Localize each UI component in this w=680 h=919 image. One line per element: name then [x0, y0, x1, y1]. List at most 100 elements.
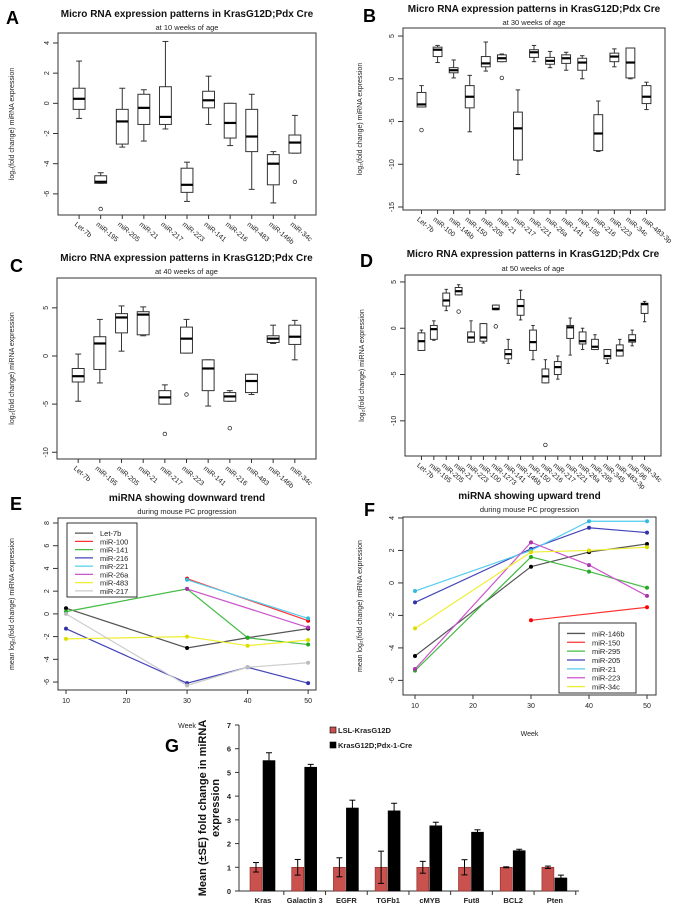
panel-letter: D	[360, 251, 373, 271]
data-point	[185, 645, 190, 650]
box-miR-26a: miR-26a	[576, 327, 601, 485]
y-tick-label: 0	[44, 101, 51, 105]
box-miR-100: miR-100	[477, 323, 502, 485]
y-axis-label: log₂(fold change) miRNA expression	[359, 309, 366, 422]
y-tick-label: 5	[43, 306, 50, 310]
box-Let-7b: Let-7b	[72, 60, 93, 239]
data-point	[529, 618, 534, 623]
box-iqr	[432, 46, 443, 58]
panel-A: A Micro RNA expression patterns in KrasG1…	[6, 8, 317, 246]
box-miR-205: miR-205	[480, 41, 504, 239]
x-tick-label: 40	[244, 698, 252, 705]
bar-EGFR-LSL-KrasG12D	[333, 857, 346, 892]
x-tick-label: BCL2	[503, 896, 523, 905]
series-line	[414, 556, 648, 672]
y-tick-label: -5	[43, 401, 50, 407]
box-miR-195: miR-195	[93, 318, 118, 488]
data-point	[413, 667, 418, 672]
y-tick-label: -10	[43, 447, 50, 457]
bar	[429, 825, 443, 892]
y-tick-label: 7	[227, 721, 231, 730]
data-point	[63, 611, 68, 616]
box-miR-216: miR-216	[223, 102, 249, 244]
box-Let-7b: Let-7b	[415, 85, 435, 234]
data-point	[413, 626, 418, 631]
bar-EGFR-KrasG12D;Pdx-1-Cre	[346, 799, 359, 892]
bar-BCL2-LSL-KrasG12D	[499, 866, 513, 892]
series-miR-223	[413, 540, 650, 672]
data-point	[185, 577, 190, 582]
legend-label: miR-205	[592, 656, 620, 665]
box-iqr	[603, 349, 612, 360]
y-tick-label: 4	[44, 566, 51, 570]
data-point	[63, 626, 68, 631]
y-tick-label: -2	[44, 130, 51, 136]
box-miR-146b: miR-146b	[266, 151, 295, 246]
y-axis-label: log₂(fold change) miRNA expression	[357, 63, 364, 176]
data-point	[245, 665, 250, 670]
bar	[541, 866, 555, 892]
data-point	[529, 564, 534, 569]
box-iqr	[529, 329, 537, 351]
x-tick-label: miR-205	[116, 221, 141, 243]
box-miR-141: miR-141	[502, 338, 527, 485]
panel-G: G 0 1 2 3 4 5 6 7 Mean (±SE) fold change in miRNA…	[165, 720, 579, 905]
box-iqr	[480, 56, 491, 68]
y-tick-label: -6	[44, 679, 51, 685]
x-axis-label: Week	[521, 731, 539, 738]
box-iqr	[93, 336, 107, 370]
box-iqr	[288, 324, 302, 345]
y-tick-label: 2	[44, 71, 51, 75]
series-line	[414, 520, 648, 592]
x-tick-label: Fut8	[464, 896, 480, 905]
bar-Galactin 3-LSL-KrasG12D	[291, 858, 305, 892]
box-miR-195: miR-195	[94, 172, 119, 244]
data-point	[306, 642, 311, 647]
outlier-point	[227, 425, 233, 431]
y-tick-label: 0	[43, 354, 50, 358]
box-iqr	[137, 93, 151, 125]
x-tick-label: 20	[469, 703, 477, 710]
box-miR-205: miR-205	[115, 87, 141, 244]
chart-title: Micro RNA expression patterns in KrasG12…	[407, 249, 660, 260]
series-miR-221	[185, 577, 311, 621]
x-tick-label: miR-141	[202, 465, 227, 487]
box-miR-34c: miR-34c	[638, 300, 663, 485]
x-tick-label: Galactin 3	[287, 896, 323, 905]
data-point	[185, 683, 190, 688]
data-point	[63, 636, 68, 641]
legend-label: LSL-KrasG12D	[338, 726, 392, 735]
legend: LSL-KrasG12D KrasG12D;Pdx-1-Cre	[329, 726, 412, 750]
box-miR-150: miR-150	[527, 324, 552, 485]
y-tick-label: 2	[44, 589, 51, 593]
data-point	[645, 585, 650, 590]
x-tick-label: miR-483	[245, 221, 270, 243]
box-iqr	[115, 313, 128, 334]
box-iqr	[577, 57, 588, 71]
bar	[499, 866, 513, 892]
outlier-point	[98, 206, 103, 212]
bar	[262, 760, 276, 892]
box-iqr	[416, 91, 427, 108]
box-miR-21: miR-21	[136, 306, 159, 485]
data-point	[529, 554, 534, 559]
y-tick-label: -6	[389, 677, 396, 683]
box-miR-141: miR-141	[202, 75, 227, 244]
chart-subtitle: during mouse PC progression	[137, 507, 236, 516]
series-miR-483	[63, 634, 311, 648]
x-tick-label: Let-7b	[72, 465, 92, 483]
data-point	[587, 519, 592, 524]
bar-Fut8-LSL-KrasG12D	[458, 859, 471, 892]
data-point	[587, 563, 592, 568]
legend-label: miR-221	[100, 562, 128, 571]
legend-label: miR-146b	[592, 629, 625, 638]
data-point	[306, 660, 311, 665]
legend-box	[558, 622, 637, 694]
outlier-point	[493, 324, 499, 329]
legend-label: miR-141	[100, 546, 128, 555]
bar-cMYB-LSL-KrasG12D	[416, 860, 430, 892]
chart-subtitle: during mouse PC progression	[480, 505, 579, 514]
x-tick-label: 50	[304, 698, 312, 705]
